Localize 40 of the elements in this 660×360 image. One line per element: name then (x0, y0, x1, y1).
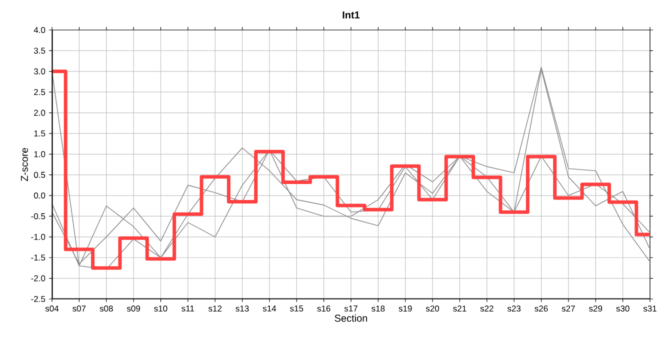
x-tick-label: s09 (126, 306, 140, 312)
x-axis-title: Section (334, 314, 368, 322)
x-tick-label: s16 (317, 306, 330, 312)
x-tick-label: s27 (562, 306, 575, 312)
x-tick-label: s18 (372, 306, 385, 312)
x-tick-label: s10 (154, 306, 168, 312)
x-tick-label: s13 (236, 306, 249, 312)
y-tick-label: -2.0 (31, 275, 46, 282)
y-tick-label: 3.5 (34, 48, 46, 54)
y-tick-label: 0.5 (34, 172, 46, 178)
x-tick-label: s29 (589, 306, 602, 312)
x-tick-label: s30 (616, 306, 630, 312)
y-tick-label: -0.5 (31, 213, 46, 220)
x-tick-label: s22 (480, 306, 494, 312)
x-tick-label: s07 (72, 306, 86, 312)
x-tick-label: s15 (290, 306, 304, 312)
y-axis-title: Z-score (20, 148, 28, 182)
x-tick-label: s31 (643, 306, 656, 312)
chart-title: Int1 (342, 12, 360, 18)
x-tick-label: s04 (45, 306, 59, 312)
y-tick-label: -2.5 (31, 296, 46, 302)
x-tick-label: s19 (398, 306, 412, 312)
x-tick-label: s17 (344, 306, 358, 312)
y-tick-label: -1.0 (31, 234, 46, 240)
y-tick-label: 1.0 (34, 151, 46, 158)
y-tick-label: 2.0 (34, 110, 46, 116)
y-tick-label: 3.0 (34, 68, 46, 74)
y-tick-label: 2.5 (34, 89, 46, 96)
y-tick-label: 4.0 (34, 27, 46, 34)
x-tick-label: s23 (507, 306, 521, 312)
x-tick-label: s26 (534, 306, 548, 312)
x-tick-label: s14 (262, 306, 276, 312)
x-tick-label: s20 (426, 306, 440, 312)
x-tick-label: s08 (100, 306, 113, 312)
x-tick-label: s11 (182, 306, 194, 312)
y-tick-label: 0.0 (34, 192, 46, 199)
x-tick-label: s21 (453, 306, 466, 312)
y-tick-label: -1.5 (31, 254, 46, 261)
y-tick-label: 1.5 (34, 130, 46, 136)
x-tick-label: s12 (208, 306, 222, 312)
